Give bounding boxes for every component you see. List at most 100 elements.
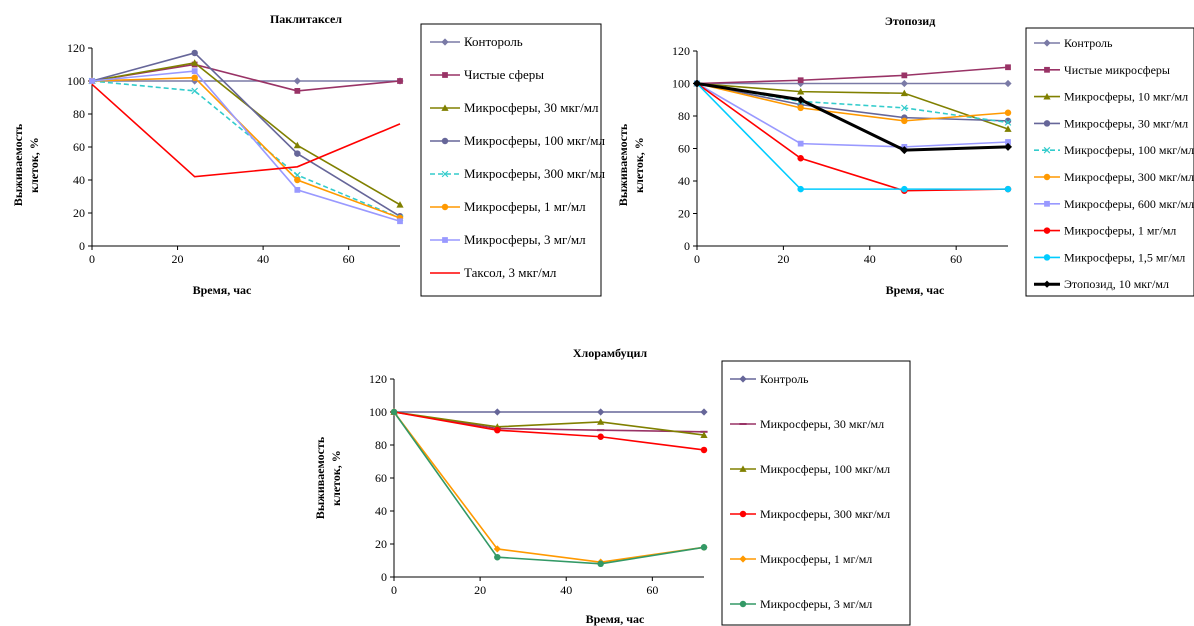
y-tick-label: 0 <box>381 570 387 584</box>
data-point <box>390 408 398 416</box>
data-point <box>396 201 404 208</box>
legend-entry: Микросферы, 1,5 мг/мл <box>1034 250 1185 264</box>
data-point <box>397 78 403 84</box>
y-tick-label: 120 <box>369 372 387 386</box>
legend-marker <box>739 465 747 472</box>
data-point <box>493 545 501 553</box>
y-tick-label: 100 <box>67 74 85 88</box>
y-tick-label: 60 <box>73 140 85 154</box>
legend-label: Микросферы, 300 мкг/мл <box>464 166 605 181</box>
legend-entry: Контроль <box>730 372 809 386</box>
series-5 <box>390 408 708 566</box>
series-line <box>393 411 705 436</box>
data-point <box>693 79 701 88</box>
legend-entry: Микросферы, 1 мг/мл <box>430 199 586 214</box>
series-10 <box>693 79 1012 155</box>
legend-entry: Контроль <box>1034 36 1113 50</box>
y-tick-label: 100 <box>369 405 387 419</box>
y-axis-title: Выживаемость клеток, % <box>11 123 41 206</box>
plot-area: 0 20 40 60 80 100 120 0 20 40 60 <box>672 44 1012 266</box>
data-point <box>797 104 804 112</box>
y-tick-label: 20 <box>73 206 85 220</box>
legend-label: Микросферы, 10 мкг/мл <box>1064 90 1188 104</box>
x-tick-label: 0 <box>391 583 397 597</box>
legend-marker <box>739 510 747 518</box>
series-line <box>91 63 401 92</box>
y-tick-label: 100 <box>672 77 690 91</box>
legend-box <box>721 360 911 626</box>
legend-marker-stroke <box>441 170 449 178</box>
data-point-stroke <box>1004 119 1012 126</box>
legend: Контроль Микросферы, 30 мкг/мл Микросферы,… <box>730 372 890 611</box>
legend-marker <box>1043 93 1051 100</box>
legend-label: Микросферы, 100 мкг/мл <box>1064 143 1194 157</box>
x-tick-label: 60 <box>646 583 658 597</box>
y-axis-label-line-1: Выживаемость <box>313 436 327 519</box>
data-point <box>901 72 908 79</box>
x-tick-label: 20 <box>777 252 789 266</box>
y-tick-label: 60 <box>375 471 387 485</box>
plot-area: 0 20 40 60 80 100 120 0 20 40 60 <box>369 372 708 597</box>
series-7 <box>89 68 403 225</box>
data-point <box>797 155 804 162</box>
data-point <box>397 218 403 225</box>
y-tick-label: 80 <box>375 438 387 452</box>
data-point <box>1004 125 1012 132</box>
legend-entry: Микросферы, 30 мкг/мл <box>730 417 884 431</box>
plot-area: 0 20 40 60 80 100 120 0 20 40 60 <box>67 41 404 266</box>
data-point <box>900 89 908 97</box>
legend-marker <box>1043 173 1051 181</box>
legend-label: Микросферы, 300 мкг/мл <box>760 507 890 521</box>
data-point <box>700 446 708 454</box>
y-axis-label-line-2: клеток, % <box>27 137 41 193</box>
series-line <box>696 82 1009 122</box>
x-axis-title: Время, час <box>586 612 645 626</box>
series-line <box>393 411 705 565</box>
data-point <box>294 88 301 94</box>
series-1 <box>693 79 1012 88</box>
legend-entry: Микросферы, 600 мкг/мл <box>1034 197 1194 211</box>
series-line <box>696 82 1009 148</box>
legend-marker <box>1043 227 1051 234</box>
legend-label: Чистые микросферы <box>1064 63 1170 77</box>
data-point <box>796 95 805 104</box>
legend-entry: Микросферы, 100 мкг/мл <box>1034 143 1194 157</box>
y-tick-label: 80 <box>678 109 690 123</box>
y-axis-label-line-1: Выживаемость <box>616 123 630 206</box>
series-line <box>91 70 401 223</box>
data-point <box>1004 79 1012 88</box>
y-tick-label: 120 <box>67 41 85 55</box>
legend-label: Микросферы, 1,5 мг/мл <box>1064 250 1185 264</box>
legend-label: Микросферы, 3 мг/мл <box>464 232 586 247</box>
y-axis-label-line-2: клеток, % <box>632 137 646 193</box>
y-tick-label: 120 <box>672 44 690 58</box>
x-tick-label: 60 <box>950 252 962 266</box>
x-tick-label: 40 <box>560 583 572 597</box>
series-2 <box>89 61 403 94</box>
data-point <box>1005 139 1011 145</box>
data-point <box>700 544 708 551</box>
data-point <box>191 68 198 74</box>
legend-marker <box>441 137 449 145</box>
legend-entry: Микросферы, 30 мкг/мл <box>430 100 599 115</box>
legend-entry: Чистые сферы <box>430 67 544 82</box>
legend-label: Микросферы, 1 мг/мл <box>760 552 872 566</box>
legend-label: Микросферы, 100 мкг/мл <box>464 133 605 148</box>
legend-marker <box>739 600 747 608</box>
legend-marker-stroke <box>1043 146 1051 154</box>
legend-label: Микросферы, 1 мг/мл <box>1064 224 1176 238</box>
y-tick-label: 0 <box>79 239 85 253</box>
legend-label: Контроль <box>760 372 809 386</box>
data-point-stroke <box>191 87 198 95</box>
x-axis-title: Время, час <box>886 283 945 297</box>
series-line <box>696 82 1009 130</box>
legend-marker <box>442 72 448 78</box>
legend-label: Микросферы, 300 мкг/мл <box>1064 170 1194 184</box>
data-point <box>797 140 804 147</box>
x-tick-label: 0 <box>89 252 95 266</box>
x-tick-label: 0 <box>694 252 700 266</box>
series-line <box>91 52 401 217</box>
chart-paclitaxel: Паклитаксел Выживаемость клеток, % 0 20 40… <box>11 12 605 297</box>
y-tick-label: 40 <box>73 173 85 187</box>
